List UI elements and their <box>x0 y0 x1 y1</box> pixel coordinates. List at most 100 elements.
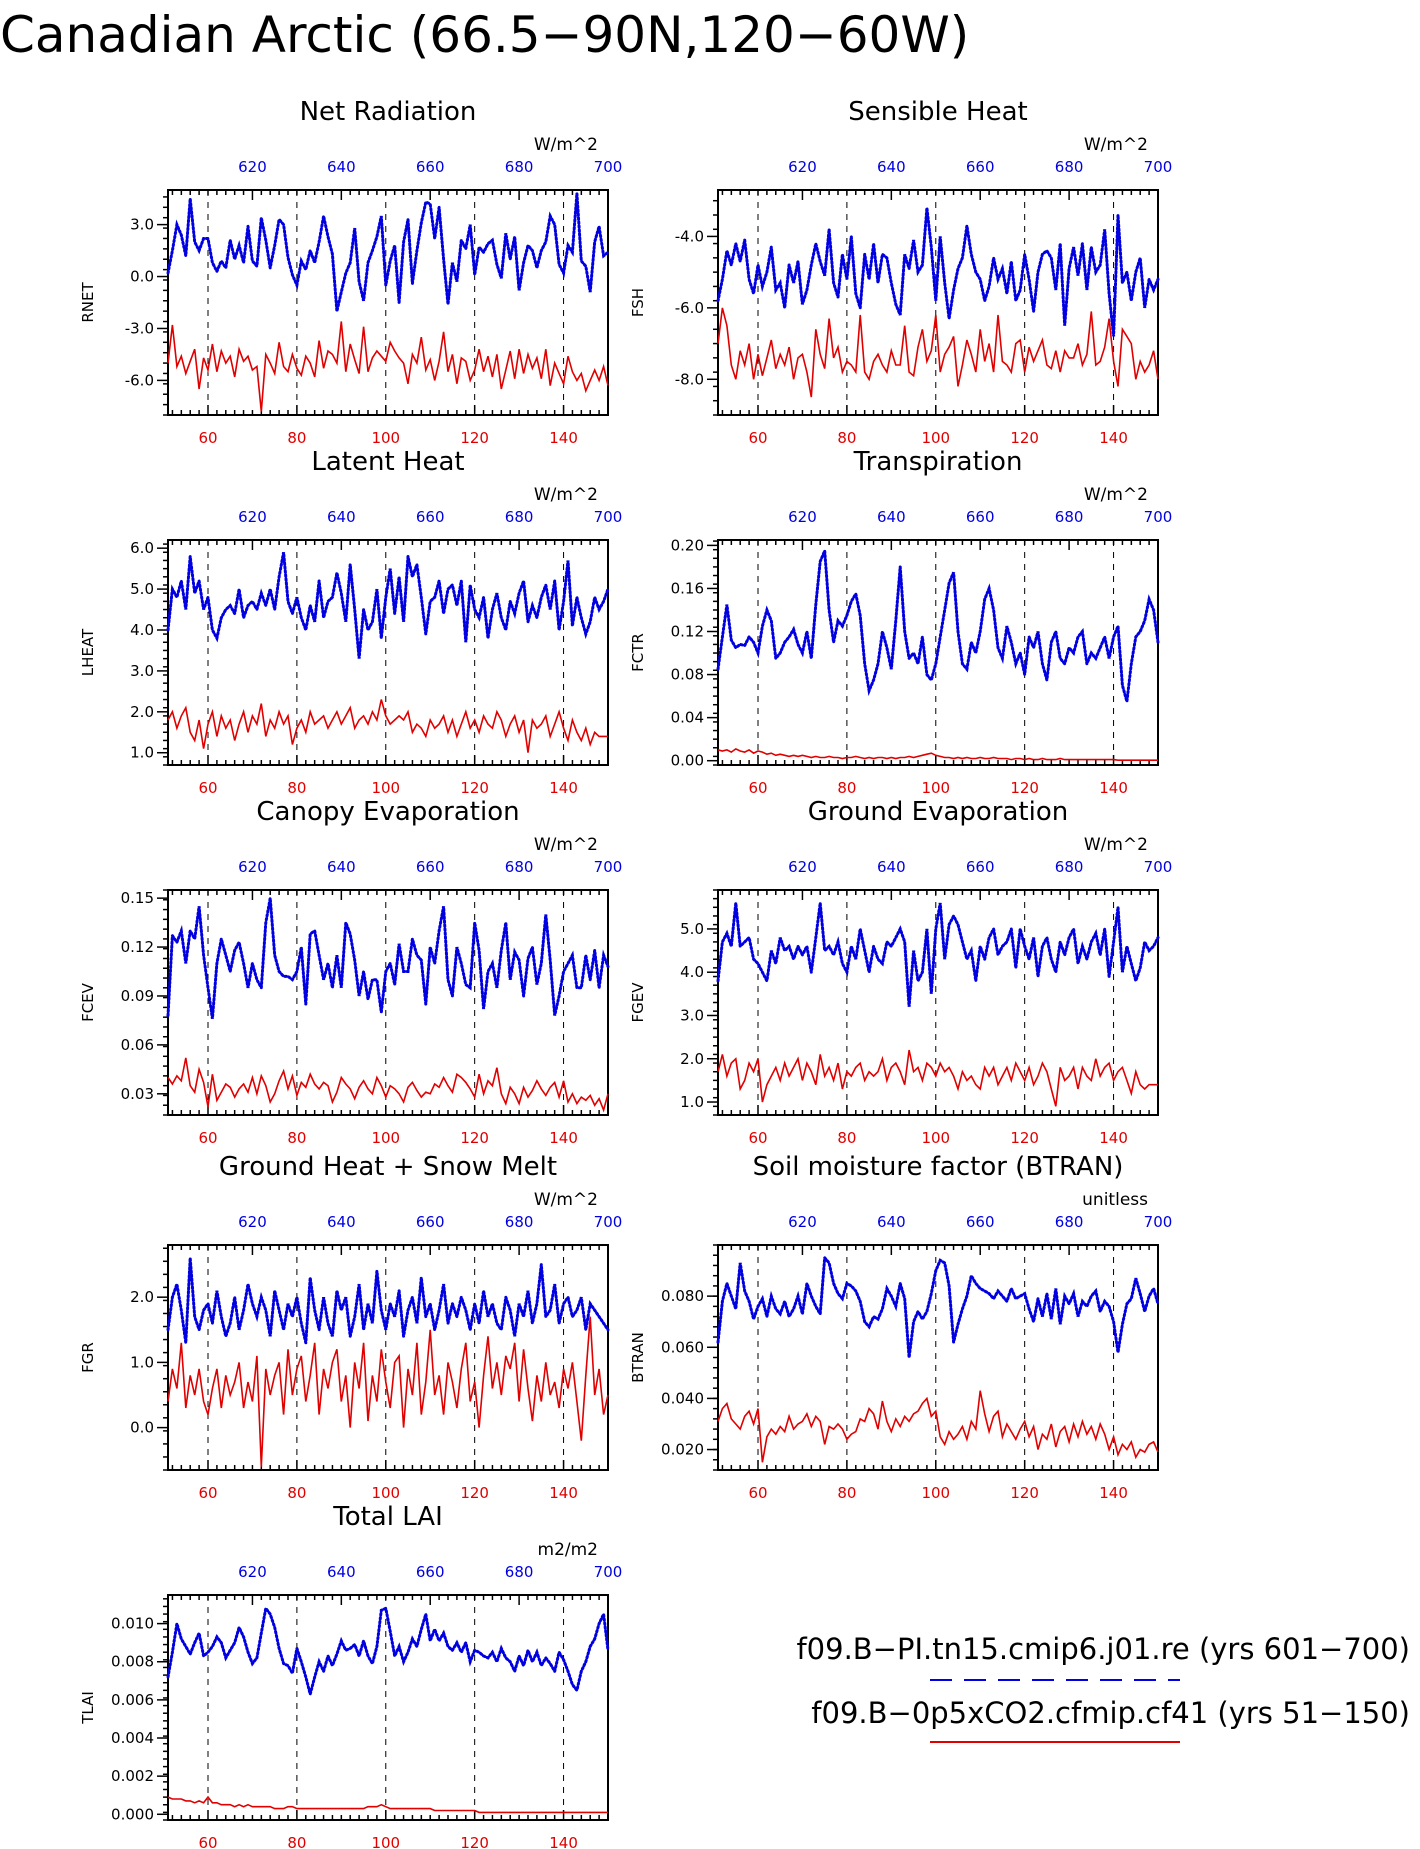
units-label: W/m^2 <box>1084 135 1148 155</box>
y-tick-label: 0.16 <box>671 579 704 597</box>
x-tick-label-top: 640 <box>877 1213 906 1231</box>
y-axis-label: FCEV <box>79 982 97 1022</box>
x-tick-label-bottom: 120 <box>460 429 489 447</box>
figure-title: Canadian Arctic (66.5−90N,120−60W) <box>0 6 969 64</box>
x-tick-label-bottom: 80 <box>287 779 306 797</box>
y-tick-label: 2.0 <box>130 703 154 721</box>
x-tick-label-top: 640 <box>877 858 906 876</box>
panel-fcev: Canopy Evaporation W/m^2 60 80 100 120 140 620 6… <box>79 797 622 1147</box>
series-line-blue <box>716 902 1160 1007</box>
x-tick-label-bottom: 80 <box>837 779 856 797</box>
plot-frame <box>717 189 1159 416</box>
x-tick-label-bottom: 120 <box>1010 429 1039 447</box>
series-line-blue <box>716 550 1160 702</box>
x-tick-label-top: 700 <box>1144 158 1173 176</box>
panel-title: Ground Evaporation <box>808 797 1068 827</box>
x-tick-label-top: 660 <box>416 508 445 526</box>
panels: Net Radiation W/m^2 60 80 100 120 140 620 640 660… <box>79 97 1172 1849</box>
series-line-red <box>167 1316 609 1467</box>
panel-fsh: Sensible Heat W/m^2 60 80 100 120 140 620 640 660… <box>629 97 1172 447</box>
x-tick-label-bottom: 80 <box>287 429 306 447</box>
x-tick-label-top: 700 <box>594 858 623 876</box>
x-tick-label-top: 700 <box>1144 858 1173 876</box>
x-tick-label-bottom: 80 <box>837 1484 856 1502</box>
panel-fctr: Transpiration W/m^2 60 80 100 120 140 620 640 660… <box>629 447 1172 797</box>
x-tick-label-bottom: 60 <box>198 1484 217 1502</box>
plot-frame <box>717 1244 1159 1471</box>
y-axis-label: FGEV <box>629 982 647 1023</box>
units-label: W/m^2 <box>534 135 598 155</box>
y-axis-label: FSH <box>629 288 647 317</box>
y-axis-label: LHEAT <box>79 628 97 676</box>
x-tick-label-bottom: 60 <box>198 429 217 447</box>
y-tick-label: -3.0 <box>125 319 154 337</box>
x-tick-label-top: 680 <box>1055 158 1084 176</box>
x-tick-label-top: 700 <box>594 158 623 176</box>
x-tick-label-bottom: 120 <box>1010 1129 1039 1147</box>
panel-title: Soil moisture factor (BTRAN) <box>753 1152 1124 1182</box>
x-tick-label-bottom: 140 <box>549 429 578 447</box>
legend: f09.B−PI.tn15.cmip6.j01.re (yrs 601−700)… <box>796 1632 1410 1743</box>
x-tick-label-top: 640 <box>877 158 906 176</box>
panel-title: Ground Heat + Snow Melt <box>219 1152 557 1182</box>
x-tick-label-bottom: 80 <box>287 1129 306 1147</box>
x-tick-label-top: 700 <box>1144 508 1173 526</box>
x-tick-label-bottom: 120 <box>460 1834 489 1849</box>
y-tick-label: -6.0 <box>675 299 704 317</box>
x-tick-label-bottom: 100 <box>371 1834 400 1849</box>
x-tick-label-top: 680 <box>1055 858 1084 876</box>
y-tick-label: 1.0 <box>680 1093 704 1111</box>
x-tick-label-top: 660 <box>966 508 995 526</box>
x-tick-label-top: 660 <box>416 1563 445 1581</box>
legend-entry-blue: f09.B−PI.tn15.cmip6.j01.re (yrs 601−700) <box>796 1632 1410 1666</box>
x-tick-label-bottom: 100 <box>371 779 400 797</box>
panel-title: Total LAI <box>332 1502 443 1532</box>
x-tick-label-bottom: 60 <box>748 1129 767 1147</box>
y-tick-label: -6.0 <box>125 371 154 389</box>
x-tick-label-top: 700 <box>594 1563 623 1581</box>
x-tick-label-bottom: 60 <box>748 779 767 797</box>
y-tick-label: 0.12 <box>671 623 704 641</box>
y-tick-label: 0.060 <box>661 1338 704 1356</box>
x-tick-label-top: 680 <box>505 508 534 526</box>
y-tick-label: 0.010 <box>111 1615 154 1633</box>
panel-tlai: Total LAI m2/m2 60 80 100 120 140 620 640 660 680 7… <box>79 1502 622 1849</box>
y-tick-label: 0.000 <box>111 1805 154 1823</box>
x-tick-label-bottom: 60 <box>748 1484 767 1502</box>
units-label: W/m^2 <box>534 1190 598 1210</box>
y-tick-label: 3.0 <box>130 216 154 234</box>
y-tick-label: 1.0 <box>130 744 154 762</box>
series-line-red <box>717 747 1158 762</box>
plot-frame <box>167 189 609 416</box>
x-tick-label-bottom: 120 <box>1010 1484 1039 1502</box>
y-tick-label: 6.0 <box>130 539 154 557</box>
x-tick-label-top: 700 <box>1144 1213 1173 1231</box>
x-tick-label-bottom: 140 <box>549 1129 578 1147</box>
x-tick-label-top: 640 <box>327 508 356 526</box>
x-tick-label-top: 660 <box>416 1213 445 1231</box>
x-tick-label-bottom: 100 <box>371 429 400 447</box>
y-tick-label: 0.0 <box>130 1419 154 1437</box>
x-tick-label-top: 700 <box>594 508 623 526</box>
x-tick-label-bottom: 60 <box>198 1834 217 1849</box>
y-tick-label: 1.0 <box>130 1353 154 1371</box>
y-tick-label: 0.04 <box>671 709 704 727</box>
x-tick-label-bottom: 140 <box>549 1484 578 1502</box>
units-label: unitless <box>1082 1190 1148 1210</box>
x-tick-label-top: 620 <box>238 858 267 876</box>
y-tick-label: 2.0 <box>680 1050 704 1068</box>
series-line-red <box>717 1049 1158 1107</box>
panel-fgev: Ground Evaporation W/m^2 60 80 100 120 140 620 6… <box>629 797 1172 1147</box>
panel-title: Canopy Evaporation <box>256 797 519 827</box>
panel-title: Transpiration <box>853 447 1023 477</box>
y-tick-label: 0.004 <box>111 1729 154 1747</box>
x-tick-label-top: 640 <box>327 1213 356 1231</box>
x-tick-label-bottom: 100 <box>921 1129 950 1147</box>
series-line-blue <box>166 1604 610 1701</box>
x-tick-label-bottom: 80 <box>287 1834 306 1849</box>
y-tick-label: 0.08 <box>671 666 704 684</box>
y-tick-label: 0.080 <box>661 1287 704 1305</box>
y-tick-label: 0.15 <box>121 889 154 907</box>
x-tick-label-top: 620 <box>788 508 817 526</box>
y-tick-label: 0.06 <box>121 1036 154 1054</box>
